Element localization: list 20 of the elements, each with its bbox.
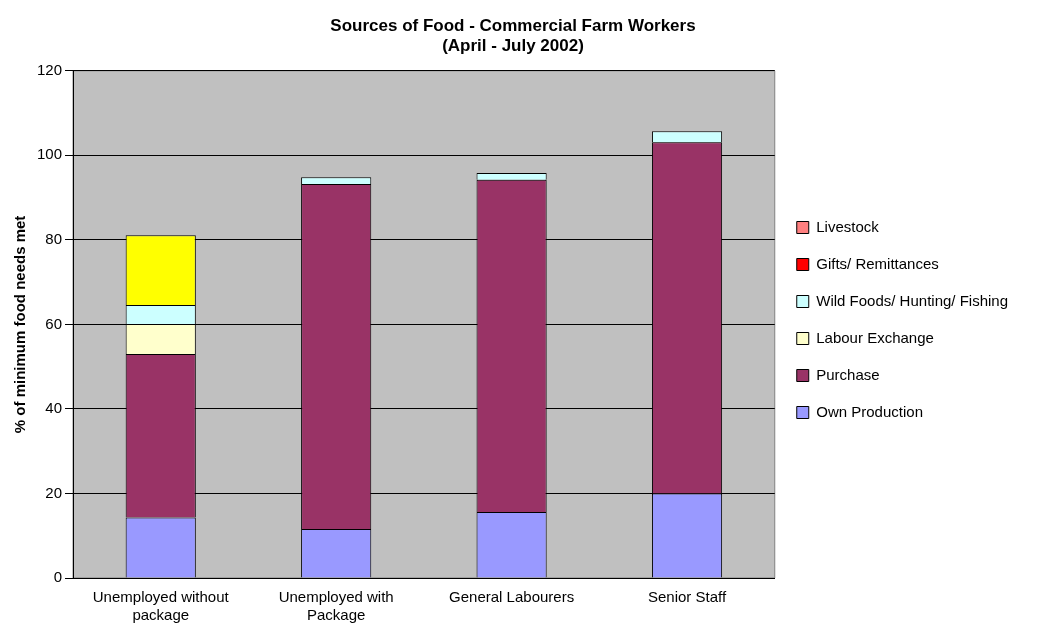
y-tick-label: 120 <box>37 60 63 78</box>
legend-label: Wild Foods/ Hunting/ Fishing <box>816 291 1008 309</box>
chart-subtitle: (April - July 2002) <box>442 36 584 56</box>
y-tick-label: 0 <box>53 568 63 586</box>
y-tick-label: 40 <box>45 399 63 417</box>
legend-label: Labour Exchange <box>816 328 934 346</box>
legend-label: Gifts/ Remittances <box>816 254 939 272</box>
y-tick-label: 20 <box>45 483 63 501</box>
legend-label: Purchase <box>816 365 880 383</box>
legend-label: Own Production <box>816 402 923 420</box>
x-tick-label: Unemployed with Package <box>278 588 394 624</box>
chart-title: Sources of Food - Commercial Farm Workers <box>330 15 696 35</box>
y-tick-label: 100 <box>37 145 63 163</box>
y-axis-title: % of minimum food needs met <box>11 215 29 434</box>
y-tick-label: 80 <box>45 230 63 248</box>
x-tick-label: Senior Staff <box>647 588 727 606</box>
x-tick-label: Unemployed without package <box>92 588 230 624</box>
legend-label: Livestock <box>816 217 880 235</box>
x-tick-label: General Labourers <box>449 588 575 606</box>
y-tick-label: 60 <box>45 314 63 332</box>
